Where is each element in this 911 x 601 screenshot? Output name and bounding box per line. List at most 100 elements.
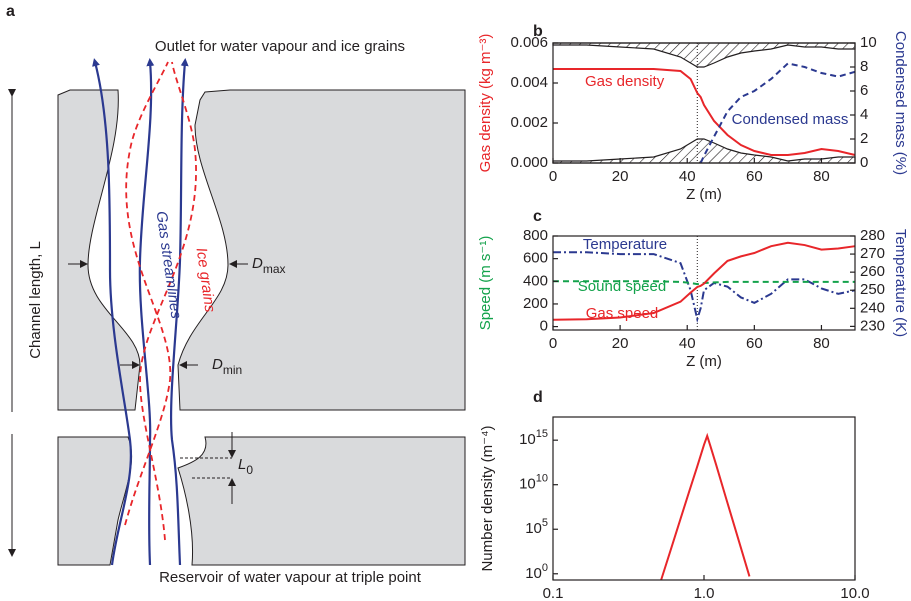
series-label: Gas speed <box>586 305 659 322</box>
break-gap <box>4 412 20 434</box>
plot-frame <box>552 235 856 331</box>
y-tick-label: 0 <box>540 318 548 335</box>
subscript: 0 <box>246 463 253 477</box>
series-label: Temperature <box>583 236 667 253</box>
y2-tick-label: 270 <box>860 245 885 262</box>
tick-exponent: 0 <box>542 562 548 574</box>
y2-tick-label: 6 <box>860 82 868 99</box>
panel-label: c <box>533 208 542 225</box>
y-tick-label: 105 <box>525 517 548 537</box>
channel-wall <box>552 42 856 68</box>
y2-tick-label: 8 <box>860 58 868 75</box>
dmin-label: Dmin <box>212 356 242 377</box>
series-line <box>699 62 856 164</box>
x-tick-label: 1.0 <box>694 585 715 601</box>
symbol: D <box>252 255 263 272</box>
streamline <box>138 58 155 566</box>
outlet-label: Outlet for water vapour and ice grains <box>155 38 405 55</box>
series-line <box>553 280 855 286</box>
y-axis-label: Number density (m⁻⁴) <box>479 425 496 571</box>
break <box>56 411 468 436</box>
series-label: Sound speed <box>578 278 666 295</box>
reservoir-label: Reservoir of water vapour at triple poin… <box>159 569 422 586</box>
y2-tick-label: 0 <box>860 154 868 171</box>
y2-tick-label: 240 <box>860 299 885 316</box>
x-tick-label: 0 <box>549 335 557 352</box>
tick-base: 10 <box>519 431 536 448</box>
series-line <box>553 68 856 156</box>
chart-panel: 0.11.010.010010510101015dR (μm)Number de… <box>479 389 870 601</box>
y-tick-label: 600 <box>523 250 548 267</box>
panel-label: a <box>6 3 15 20</box>
tick-exponent: 10 <box>536 473 548 485</box>
y2-tick-label: 260 <box>860 263 885 280</box>
y2-axis-label: Condensed mass (%) <box>892 31 909 175</box>
tick-base: 10 <box>525 565 542 582</box>
y2-tick-label: 4 <box>860 106 868 123</box>
y-tick-label: 1015 <box>519 428 548 448</box>
y2-tick-label: 230 <box>860 317 885 334</box>
x-axis-label: Z (m) <box>686 186 722 203</box>
y-tick-label: 0.004 <box>510 74 548 91</box>
symbol: D <box>212 356 223 373</box>
wall-right <box>177 89 466 411</box>
streamlines <box>92 58 189 566</box>
x-tick-label: 0 <box>549 168 557 185</box>
y-tick-label: 100 <box>525 562 548 582</box>
ice-grains-label: Ice grains <box>193 247 219 314</box>
wall-left <box>57 89 141 411</box>
wall-right-lower <box>177 436 466 566</box>
plot-frame <box>552 42 856 164</box>
y-tick-label: 0.002 <box>510 114 548 131</box>
y2-tick-label: 10 <box>860 34 877 51</box>
panel-label: d <box>533 389 543 406</box>
y2-tick-label: 2 <box>860 130 868 147</box>
l0-label: L0 <box>238 456 253 477</box>
series-line <box>660 432 751 581</box>
y2-tick-label: 250 <box>860 281 885 298</box>
wall-left-lower <box>57 436 133 566</box>
x-tick-label: 40 <box>679 335 696 352</box>
channel-length-label: Channel length, L <box>27 241 44 359</box>
chart-panel: Temperature Sound speed Gas speed 0 20 40 60 80… <box>477 208 909 370</box>
panel-a: a Outlet for water vapour and ice grains… <box>4 3 468 586</box>
x-tick-label: 80 <box>813 335 830 352</box>
streamline <box>169 58 189 566</box>
plot-frame <box>552 416 856 581</box>
x-tick-label: 60 <box>746 168 763 185</box>
y-tick-label: 0.006 <box>510 34 548 51</box>
series-line <box>552 241 856 321</box>
x-axis-label: Z (m) <box>686 353 722 370</box>
tick-exponent: 15 <box>536 428 548 440</box>
y2-axis-label: Temperature (K) <box>892 229 909 337</box>
y-tick-label: 0.000 <box>510 154 548 171</box>
dmax-label: Dmax <box>252 255 286 276</box>
y2-tick-label: 280 <box>860 227 885 244</box>
y-axis-label: Gas density (kg m⁻³) <box>477 34 494 173</box>
subscript: min <box>223 363 242 377</box>
ice-grain-paths <box>124 61 197 541</box>
y-axis-label: Speed (m s⁻¹) <box>477 236 494 331</box>
x-tick-label: 20 <box>612 335 629 352</box>
ice-path <box>124 61 172 526</box>
x-tick-label: 0.1 <box>543 585 564 601</box>
x-tick-label: 10.0 <box>840 585 869 601</box>
series-label: Condensed mass <box>732 111 849 128</box>
tick-base: 10 <box>519 476 536 493</box>
panel-label: b <box>533 23 543 40</box>
symbol: L <box>238 456 246 473</box>
y-tick-label: 1010 <box>519 473 548 493</box>
tick-exponent: 5 <box>542 517 548 529</box>
y-tick-label: 800 <box>523 227 548 244</box>
y-tick-label: 200 <box>523 295 548 312</box>
ice-path <box>139 61 197 541</box>
y-tick-label: 400 <box>523 272 548 289</box>
x-tick-label: 20 <box>612 168 629 185</box>
streamline <box>92 58 132 566</box>
x-tick-label: 40 <box>679 168 696 185</box>
tick-base: 10 <box>525 520 542 537</box>
series-label: Gas density <box>585 73 665 90</box>
x-tick-label: 80 <box>813 168 830 185</box>
